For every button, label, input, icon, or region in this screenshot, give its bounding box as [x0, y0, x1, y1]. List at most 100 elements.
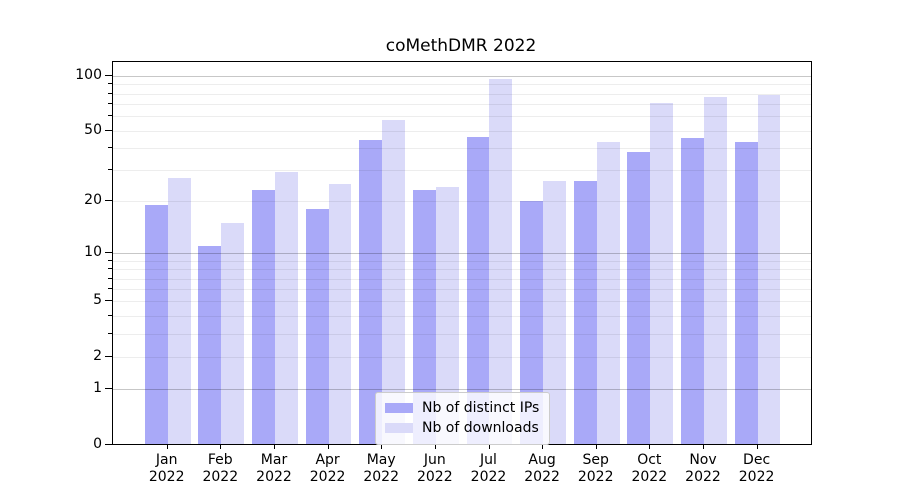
y-tick-label: 10 [84, 244, 102, 260]
gridline-y-9 [113, 260, 811, 262]
gridline-y-8 [113, 269, 811, 271]
bar-ips-oct [627, 151, 651, 444]
gridline-y-4 [113, 316, 811, 317]
bar-downloads-feb [221, 222, 245, 444]
y-minor-tick-mark [108, 315, 112, 316]
bar-ips-jan [144, 204, 168, 444]
bar-downloads-mar [274, 172, 298, 444]
gridline-y-40 [113, 148, 811, 149]
y-tick-label: 50 [84, 121, 102, 138]
gridline-y-90 [113, 84, 811, 86]
x-tick-mark [220, 444, 222, 449]
y-tick-mark [105, 200, 112, 202]
bar-downloads-dec [757, 95, 781, 444]
x-tick-label: Feb 2022 [188, 452, 252, 486]
y-minor-tick-mark [108, 147, 112, 148]
x-tick-month: Aug [528, 451, 556, 468]
x-tick-year: 2022 [631, 468, 668, 485]
x-tick-mark [595, 444, 597, 449]
legend-swatch-distinct-ips [385, 403, 413, 413]
x-tick-label: Sep 2022 [564, 452, 628, 486]
gridline-y-2 [113, 356, 811, 358]
gridline-y-80 [113, 93, 811, 95]
bar-ips-dec [734, 141, 758, 444]
x-tick-month: May [366, 451, 396, 468]
x-tick-label: Jul 2022 [457, 452, 521, 486]
legend-item-distinct-ips: Nb of distinct IPs [385, 398, 539, 418]
bar-ips-mar [252, 190, 275, 444]
bar-downloads-jan [167, 177, 191, 444]
legend-swatch-downloads [385, 423, 413, 433]
x-tick-label: Apr 2022 [296, 452, 360, 486]
x-tick-month: Feb [207, 451, 233, 468]
gridline-y-70 [113, 104, 811, 106]
y-tick-label: 2 [93, 347, 102, 364]
bar-downloads-jun [435, 187, 459, 444]
gridline-y-5 [113, 301, 811, 303]
x-tick-mark [703, 444, 704, 449]
y-tick-mark [105, 129, 112, 131]
x-tick-year: 2022 [470, 468, 507, 485]
x-tick-label: Dec 2022 [725, 452, 789, 486]
y-tick-label: 0 [93, 435, 102, 452]
legend-label: Nb of downloads [422, 420, 539, 436]
x-tick-year: 2022 [256, 468, 292, 485]
x-tick-month: Jun [423, 451, 446, 468]
x-tick-month: Mar [260, 451, 288, 468]
x-tick-mark [756, 444, 758, 449]
x-tick-year: 2022 [738, 468, 775, 485]
x-tick-mark [488, 444, 490, 449]
x-tick-year: 2022 [685, 468, 721, 485]
bar-ips-apr [305, 208, 329, 444]
gridline-y-50 [113, 130, 811, 132]
x-tick-label: Aug 2022 [510, 452, 574, 486]
y-minor-tick-mark [108, 103, 112, 105]
y-minor-tick-mark [108, 332, 112, 334]
y-minor-tick-mark [108, 268, 112, 270]
bar-downloads-may [382, 119, 406, 444]
y-tick-label: 100 [75, 67, 102, 83]
x-tick-year: 2022 [148, 468, 185, 485]
gridline-y-20 [113, 201, 811, 203]
bar-ips-may [359, 140, 383, 444]
gridline-y-6 [113, 289, 811, 291]
bar-ips-feb [198, 245, 222, 444]
y-minor-tick-mark [108, 259, 112, 261]
y-tick-mark [105, 300, 112, 302]
chart-title: coMethDMR 2022 [385, 36, 537, 56]
x-tick-label: Nov 2022 [671, 452, 735, 486]
gridline-y-3 [113, 333, 811, 335]
legend: Nb of distinct IPs Nb of downloads [375, 392, 551, 445]
y-tick-mark [105, 443, 112, 445]
y-tick-mark [105, 355, 112, 357]
y-minor-tick-mark [108, 277, 112, 279]
bar-ips-nov [681, 138, 704, 444]
y-minor-tick-mark [108, 92, 112, 94]
bar-downloads-aug [543, 180, 566, 444]
bar-ips-jun [412, 190, 436, 444]
bar-ips-sep [573, 180, 597, 444]
y-tick-label: 1 [93, 380, 102, 397]
x-tick-mark [381, 444, 383, 449]
x-tick-label: May 2022 [349, 452, 413, 486]
gridline-y-7 [113, 278, 811, 280]
bar-downloads-apr [328, 183, 352, 444]
y-tick-label: 5 [93, 292, 102, 309]
x-tick-month: Nov [689, 451, 717, 468]
x-tick-month: Dec [743, 451, 771, 468]
x-tick-year: 2022 [202, 468, 239, 485]
bar-downloads-jul [489, 78, 513, 444]
gridline-y-30 [113, 170, 811, 172]
x-tick-label: Jun 2022 [403, 452, 467, 486]
x-tick-mark [542, 444, 544, 449]
x-tick-mark [327, 444, 329, 449]
x-tick-month: Jan [155, 451, 178, 468]
plot-area: Nb of distinct IPs Nb of downloads [112, 61, 812, 445]
y-tick-mark [105, 75, 112, 76]
bar-ips-aug [520, 200, 544, 444]
x-tick-year: 2022 [577, 468, 614, 485]
bar-downloads-sep [596, 141, 620, 444]
gridline-y-100 [113, 76, 811, 77]
x-tick-year: 2022 [524, 468, 560, 485]
